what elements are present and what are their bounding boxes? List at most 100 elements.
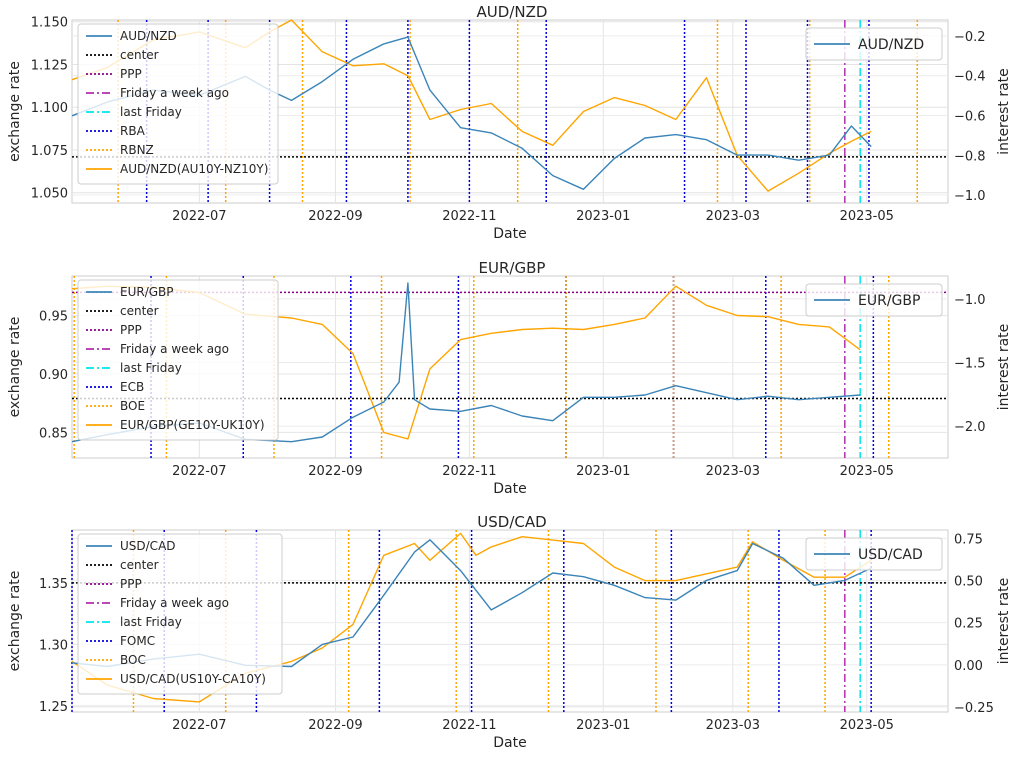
y2-tick-label: 0.75 — [954, 532, 983, 547]
legend-box — [77, 279, 279, 441]
legend-label: FOMC — [120, 634, 155, 648]
x-tick-label: 2023-01 — [576, 209, 630, 224]
y2-axis-label: interest rate — [996, 324, 1012, 411]
panel-title: AUD/NZD — [477, 3, 548, 21]
x-tick-label: 2022-11 — [442, 464, 496, 479]
y2-axis-label: interest rate — [996, 68, 1012, 155]
x-tick-label: 2022-07 — [172, 718, 226, 733]
y2-tick-label: 0.50 — [954, 575, 983, 590]
x-tick-label: 2023-05 — [840, 464, 894, 479]
y2-tick-label: −0.2 — [954, 30, 986, 45]
legend-label: ECB — [120, 380, 144, 394]
legend-label: Friday a week ago — [120, 596, 229, 610]
y2-tick-label: −1.0 — [954, 293, 986, 308]
x-tick-label: 2023-01 — [576, 718, 630, 733]
x-tick-label: 2022-07 — [172, 209, 226, 224]
legend-label: PPP — [120, 577, 142, 591]
y2-tick-label: −0.8 — [954, 149, 986, 164]
y-tick-label: 0.95 — [39, 310, 68, 325]
legend-label: last Friday — [120, 361, 182, 375]
legend-label: USD/CAD — [120, 539, 176, 553]
legend-left: USD/CAD center PPP Friday a week ago last Fr… — [77, 533, 283, 695]
y-tick-label: 1.050 — [31, 187, 68, 202]
legend-label: center — [120, 558, 159, 572]
legend-right: EUR/GBP — [805, 283, 943, 317]
legend-label: center — [120, 304, 159, 318]
y-tick-label: 1.100 — [31, 101, 68, 116]
legend-label: EUR/GBP — [858, 293, 920, 309]
legend-label: USD/CAD(US10Y-CA10Y) — [120, 672, 266, 686]
y-axis-label: exchange rate — [7, 571, 23, 672]
legend-label: last Friday — [120, 105, 182, 119]
legend-label: BOE — [120, 399, 145, 413]
plot-area: 2022-07 2022-09 2022-11 2023-01 2023-03 2023-… — [7, 275, 1012, 497]
panel-eurgbp: EUR/GBP 2022-07 2022-09 2022-11 2023-01 2023… — [7, 259, 1012, 497]
panel-audnzd: AUD/NZD 2022-07 2022-09 2022-11 2023-01 2023… — [7, 3, 1012, 242]
legend-label: AUD/NZD — [120, 29, 177, 43]
y2-axis-label: interest rate — [996, 578, 1012, 665]
legend-label: center — [120, 48, 159, 62]
legend-left: EUR/GBP center PPP Friday a week ago last Fr… — [77, 279, 279, 441]
legend-label: Friday a week ago — [120, 86, 229, 100]
x-tick-label: 2022-11 — [442, 718, 496, 733]
x-axis-label: Date — [493, 226, 526, 242]
x-tick-label: 2023-05 — [840, 209, 894, 224]
legend-label: EUR/GBP — [120, 285, 174, 299]
y2-tick-label: −2.0 — [954, 420, 986, 435]
y-tick-label: 1.35 — [39, 577, 68, 592]
y-tick-label: 1.150 — [31, 16, 68, 31]
legend-box — [805, 537, 943, 571]
y2-tick-label: 0.00 — [954, 659, 983, 674]
x-tick-label: 2023-01 — [576, 464, 630, 479]
legend-label: RBA — [120, 124, 146, 138]
y2-tick-label: −1.0 — [954, 189, 986, 204]
legend-label: RBNZ — [120, 143, 154, 157]
x-tick-label: 2023-03 — [706, 464, 760, 479]
panel-title: USD/CAD — [477, 513, 546, 531]
legend-label: AUD/NZD(AU10Y-NZ10Y) — [120, 162, 268, 176]
y-tick-label: 1.30 — [39, 638, 68, 653]
y2-tick-label: 0.25 — [954, 617, 983, 632]
x-tick-label: 2023-03 — [706, 209, 760, 224]
x-tick-label: 2023-03 — [706, 718, 760, 733]
plot-area: 2022-07 2022-09 2022-11 2023-01 2023-03 2023-… — [7, 16, 1012, 242]
legend-label: BOC — [120, 653, 146, 667]
y2-tick-label: −1.5 — [954, 357, 986, 372]
y-tick-label: 1.075 — [31, 144, 68, 159]
legend-label: AUD/NZD — [858, 37, 924, 53]
legend-label: PPP — [120, 67, 142, 81]
legend-label: EUR/GBP(GE10Y-UK10Y) — [120, 418, 265, 432]
y-axis-label: exchange rate — [7, 61, 23, 162]
y-tick-label: 0.85 — [39, 426, 68, 441]
legend-label: Friday a week ago — [120, 342, 229, 356]
legend-left: AUD/NZD center PPP Friday a week ago last Fr… — [77, 23, 279, 185]
legend-right: USD/CAD — [805, 537, 943, 571]
x-tick-label: 2023-05 — [840, 718, 894, 733]
y2-tick-label: −0.4 — [954, 70, 986, 85]
panel-title: EUR/GBP — [479, 259, 546, 277]
x-tick-label: 2022-09 — [308, 464, 362, 479]
y-tick-label: 0.90 — [39, 368, 68, 383]
legend-right: AUD/NZD — [805, 27, 943, 61]
x-tick-label: 2022-09 — [308, 209, 362, 224]
legend-box — [77, 533, 283, 695]
legend-label: USD/CAD — [858, 547, 923, 563]
legend-label: PPP — [120, 323, 142, 337]
x-axis-label: Date — [493, 481, 526, 497]
plot-area: 2022-07 2022-09 2022-11 2023-01 2023-03 2023-… — [7, 529, 1012, 751]
legend-box — [77, 23, 279, 185]
y-tick-label: 1.125 — [31, 58, 68, 73]
x-axis-label: Date — [493, 735, 526, 751]
y2-tick-label: −0.25 — [954, 701, 994, 716]
y2-tick-label: −0.6 — [954, 109, 986, 124]
y-axis-label: exchange rate — [7, 317, 23, 418]
legend-box — [805, 27, 943, 61]
x-tick-label: 2022-11 — [442, 209, 496, 224]
x-tick-label: 2022-09 — [308, 718, 362, 733]
y-tick-label: 1.25 — [39, 700, 68, 715]
legend-box — [805, 283, 943, 317]
legend-label: last Friday — [120, 615, 182, 629]
x-tick-label: 2022-07 — [172, 464, 226, 479]
panel-usdcad: USD/CAD 2022-07 2022-09 2022-11 2023-01 2023… — [7, 513, 1012, 751]
